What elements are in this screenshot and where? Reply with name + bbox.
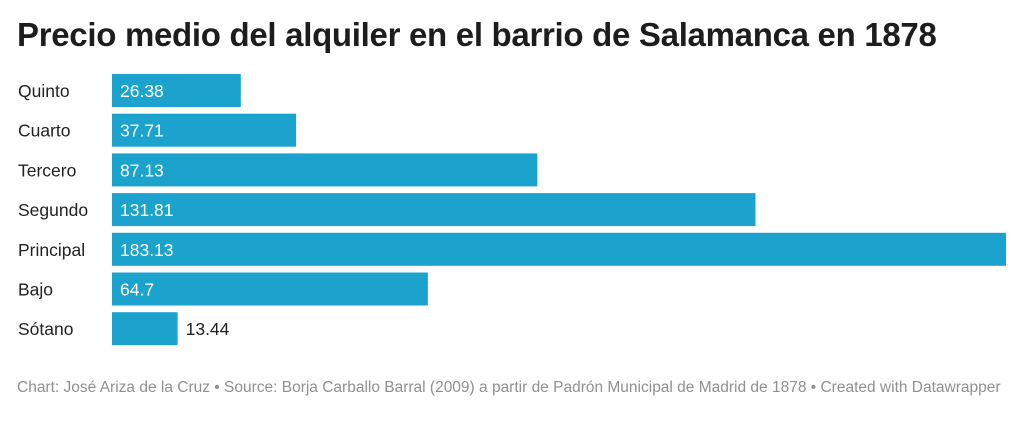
- value-label: 183.13: [120, 240, 174, 260]
- category-label: Principal: [18, 240, 85, 260]
- value-label: 13.44: [186, 319, 230, 339]
- chart-footer: Chart: José Ariza de la Cruz • Source: B…: [17, 379, 1001, 396]
- value-label: 26.38: [120, 81, 164, 101]
- category-label: Tercero: [18, 160, 76, 180]
- bar: [112, 74, 241, 107]
- bar: [112, 113, 297, 147]
- value-label: 87.13: [120, 160, 164, 180]
- category-label: Cuarto: [18, 121, 71, 141]
- chart-title: Precio medio del alquiler en el barrio d…: [17, 16, 937, 53]
- value-label: 64.7: [120, 280, 154, 300]
- bar: [112, 272, 428, 306]
- category-label: Sótano: [18, 319, 73, 339]
- category-label: Segundo: [18, 200, 88, 220]
- category-label: Quinto: [18, 81, 70, 101]
- value-label: 37.71: [120, 121, 164, 141]
- bar: [112, 312, 178, 346]
- value-label: 131.81: [120, 200, 174, 220]
- category-label: Bajo: [18, 280, 53, 300]
- bar: [112, 232, 1006, 266]
- bar: [112, 153, 538, 187]
- bar: [112, 193, 756, 227]
